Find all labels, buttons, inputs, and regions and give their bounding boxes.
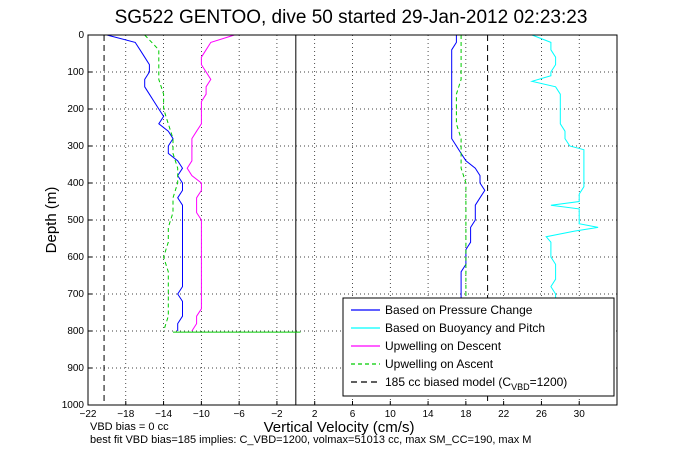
legend-label-biased-main: 185 cc biased model (C [385,375,511,389]
x-tick-label: −6 [233,409,245,420]
x-tick-label: −22 [80,409,97,420]
legend-label-upwelling-ascent: Upwelling on Ascent [385,357,494,371]
x-tick-label: 6 [350,409,356,420]
y-tick-label: 400 [67,178,84,189]
y-tick-label: 800 [67,326,84,337]
y-tick-label: 200 [67,104,84,115]
x-tick-label: −2 [271,409,283,420]
x-tick-label: 22 [498,409,510,420]
x-axis-ticks: −22 −18 −14 −10 −6 −2 2 6 10 14 18 22 26 30 [80,401,586,420]
y-tick-label: 0 [78,30,84,41]
legend-label-biased-model: 185 cc biased model (CVBD=1200) [385,375,567,392]
y-axis-ticks: 0 100 200 300 400 500 600 700 800 900 1000 [62,30,92,411]
x-axis-label: Vertical Velocity (cm/s) [264,419,415,436]
legend-label-pressure: Based on Pressure Change [385,303,533,317]
y-axis-label: Depth (m) [43,187,60,254]
series-buoyancy_pitch [530,34,599,302]
x-tick-label: −18 [117,409,134,420]
x-tick-label: 18 [460,409,472,420]
fit-summary-text: best fit VBD bias=185 implies: C_VBD=120… [90,434,531,446]
y-tick-label: 500 [67,215,84,226]
series-bp_descent [144,34,179,332]
y-tick-label: 700 [67,289,84,300]
vbd-bias-text: VBD bias = 0 cc [90,421,169,433]
y-tick-label: 1000 [62,400,85,411]
x-tick-label: 10 [385,409,397,420]
legend-label-biased-sub: VBD [511,382,530,392]
chart-title: SG522 GENTOO, dive 50 started 29-Jan-201… [115,7,588,28]
legend-label-buoyancy: Based on Buoyancy and Pitch [385,321,545,335]
series-bp_ascent [455,35,467,302]
legend-box [342,297,615,397]
x-tick-label: 2 [312,409,318,420]
y-tick-label: 900 [67,363,84,374]
y-tick-label: 600 [67,252,84,263]
legend-label-upwelling-descent: Upwelling on Descent [385,339,502,353]
legend-label-biased-tail: =1200) [530,375,568,389]
y-tick-label: 100 [67,67,84,78]
x-tick-label: 14 [423,409,435,420]
series-pressure_descent [106,34,184,331]
x-tick-label: −10 [193,409,210,420]
x-tick-label: 26 [536,409,548,420]
x-tick-label: −14 [155,409,172,420]
series-upwelling_descent [186,34,235,332]
legend: Based on Pressure Change Based on Buoyan… [342,297,615,397]
reference-lines [103,35,489,405]
x-tick-label: 30 [574,409,586,420]
y-tick-label: 300 [67,141,84,152]
